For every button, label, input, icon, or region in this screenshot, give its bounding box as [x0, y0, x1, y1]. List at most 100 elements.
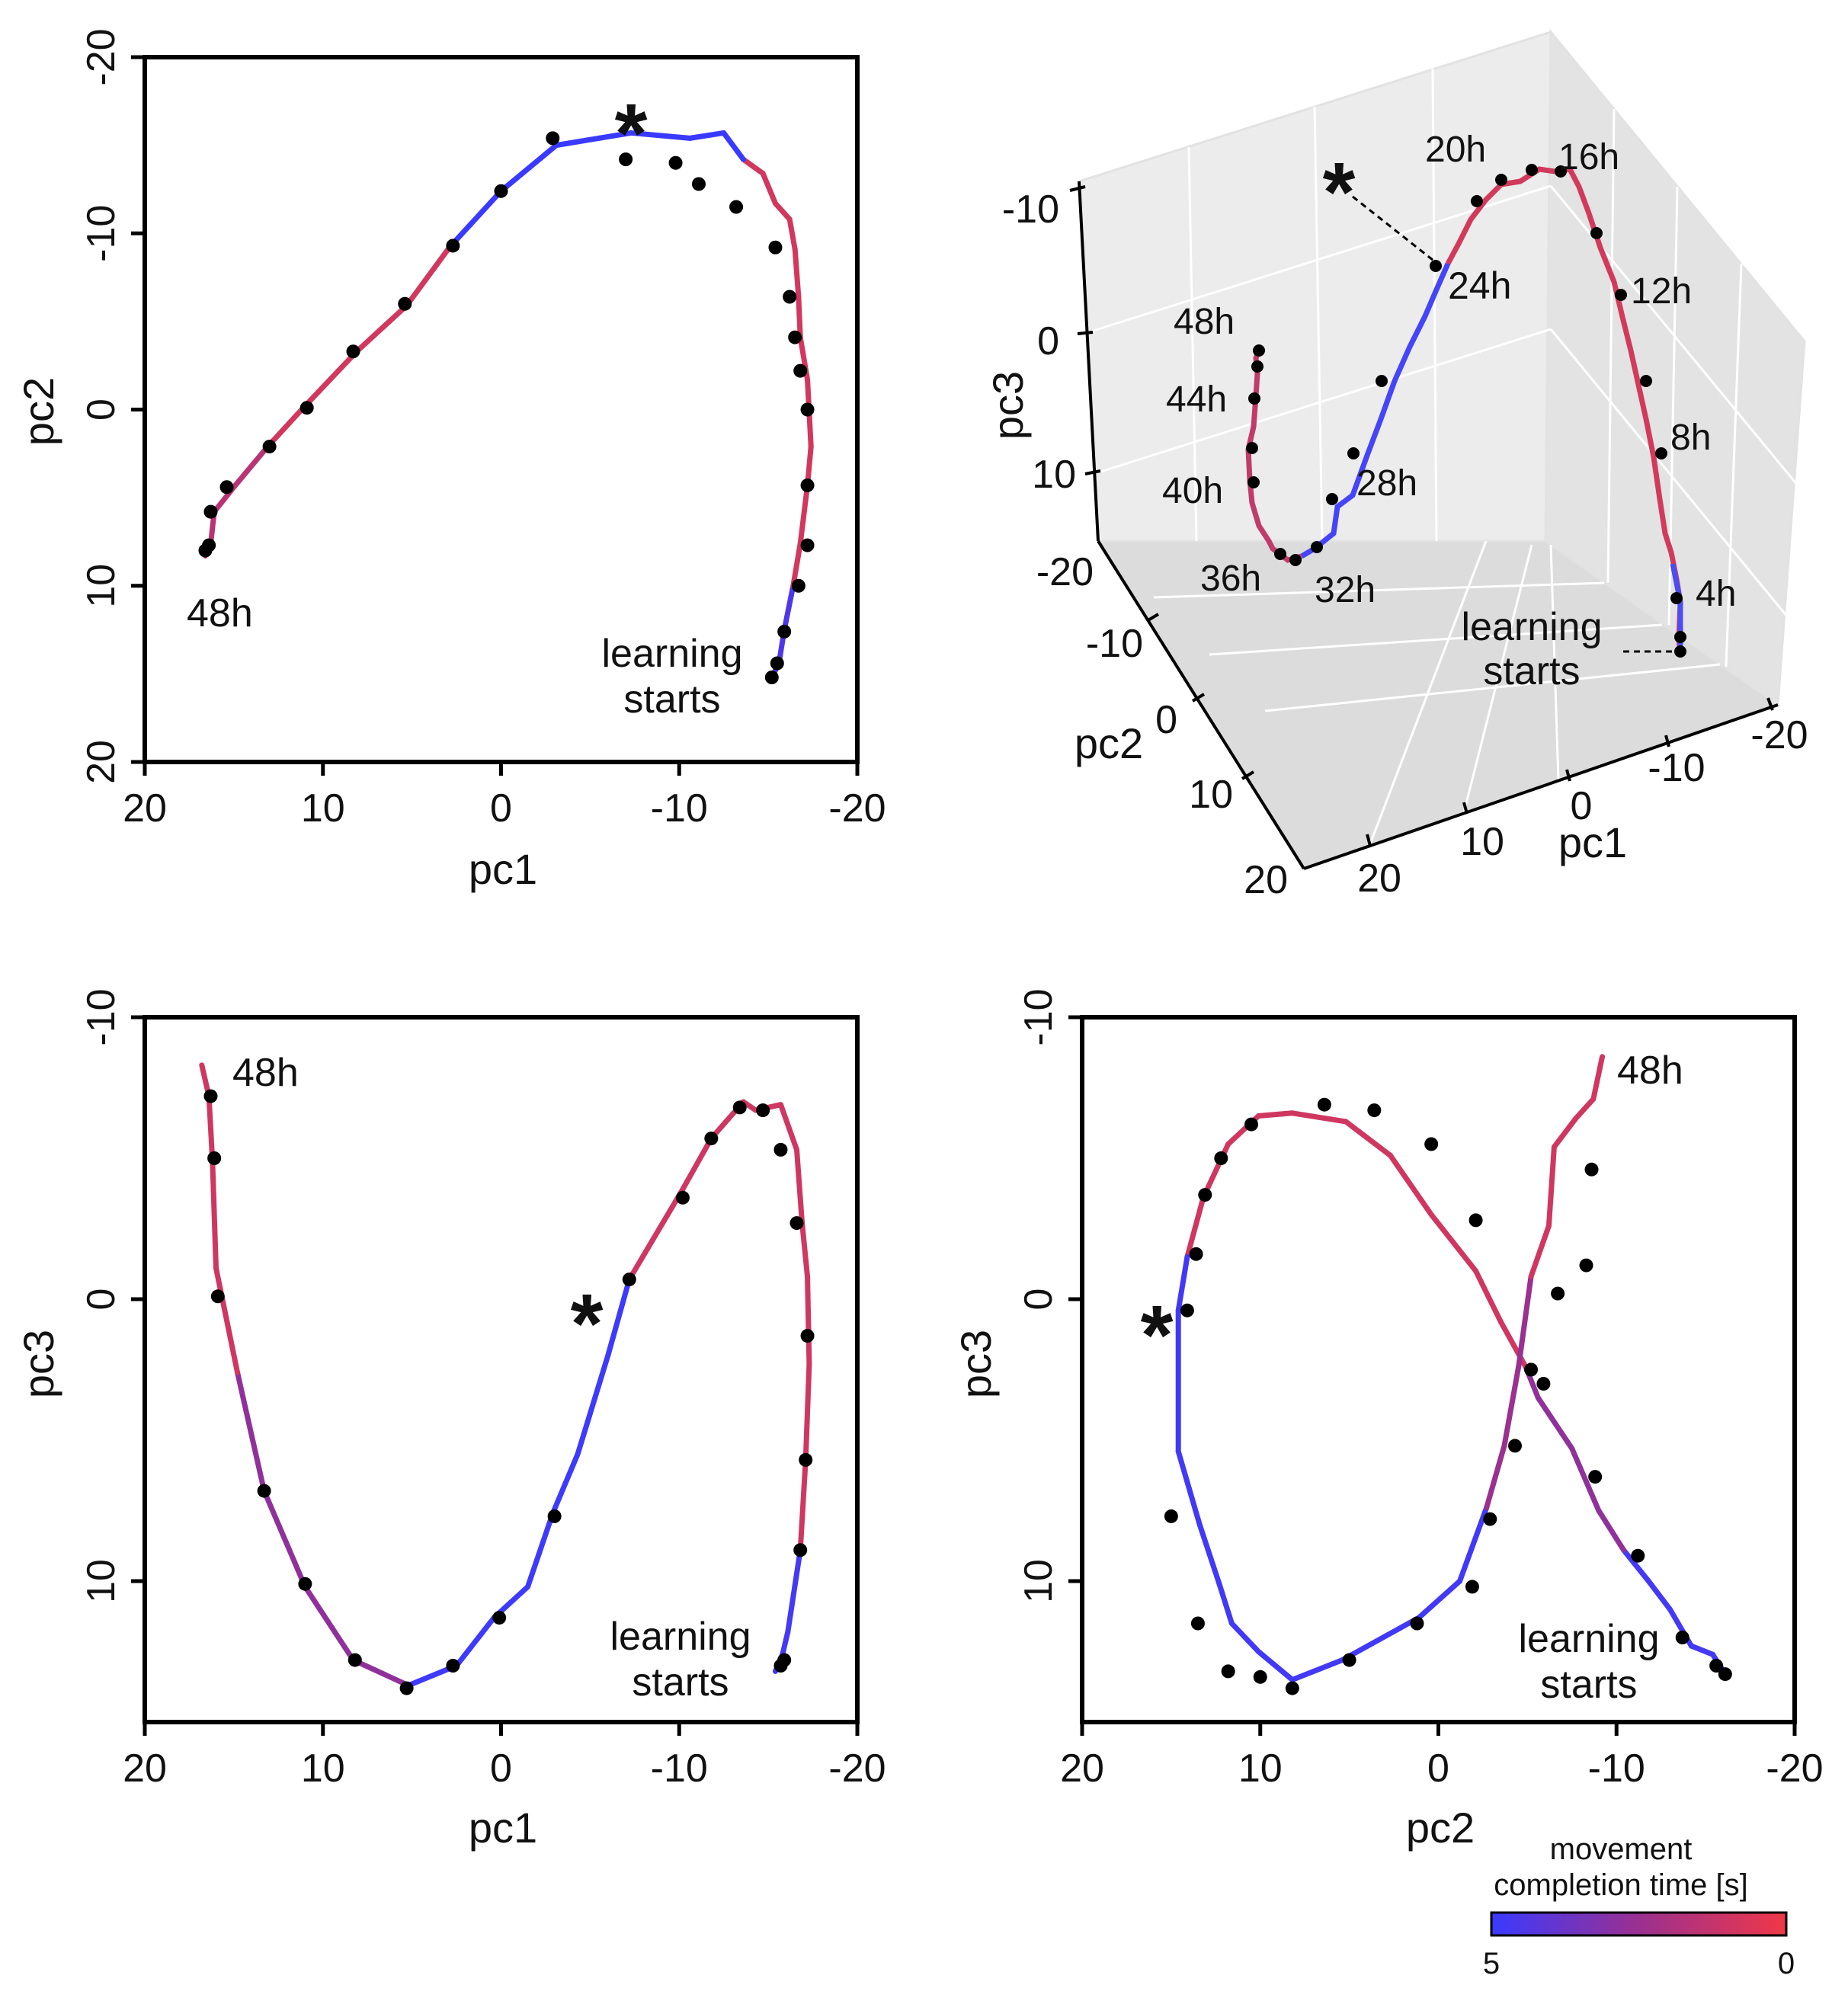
time-dot: [777, 1653, 792, 1667]
time-dot: [800, 538, 815, 552]
svg-text:16h: 16h: [1558, 137, 1619, 178]
time-dot: [1468, 1213, 1483, 1228]
trajectory-segment: [626, 1186, 686, 1282]
svg-text:-20: -20: [1036, 550, 1094, 594]
svg-text:8h: 8h: [1670, 418, 1711, 458]
y-tick-label: -10: [79, 205, 123, 262]
trajectory-segment: [740, 156, 766, 177]
trajectory-segment: [453, 1615, 497, 1669]
trajectory-segment: [806, 410, 814, 450]
y-axis-label: pc3: [952, 1330, 1000, 1398]
trajectory-segment: [1184, 1195, 1206, 1260]
trajectory-segment: [1596, 1508, 1627, 1553]
time-dot: [446, 238, 460, 253]
start-label-3d-line2: starts: [1483, 649, 1580, 693]
colorbar-title-line2: completion time [s]: [1494, 1868, 1747, 1902]
svg-text:0: 0: [1571, 784, 1593, 828]
start-label-line1: learning: [1518, 1617, 1659, 1661]
x-tick-label: 0: [490, 1746, 512, 1791]
svg-text:32h: 32h: [1315, 570, 1376, 610]
svg-text:10: 10: [1189, 773, 1233, 817]
x-tick-label: -20: [828, 786, 886, 831]
time-dot: [675, 1190, 690, 1205]
time-dot: [1214, 1151, 1228, 1165]
trajectory-segment: [1621, 1547, 1651, 1584]
x-tick-label: -10: [1588, 1746, 1645, 1791]
y-axis-ticks: -10 0 10: [1017, 988, 1082, 1603]
y-tick-label: 10: [79, 564, 123, 608]
svg-text:-10: -10: [1002, 187, 1059, 232]
trajectory-segment: [794, 1147, 805, 1226]
time-dot: [399, 1681, 414, 1695]
trajectory-line: [202, 130, 814, 680]
svg-text:0: 0: [1037, 319, 1059, 363]
trajectory-segment: [1343, 1119, 1393, 1158]
time-dot: [1579, 1258, 1593, 1273]
plot-frame: [1080, 1015, 1797, 1724]
trajectory-segment: [447, 188, 504, 251]
z-axis-label: pc3: [984, 371, 1032, 440]
colorbar-gradient: [1490, 1911, 1788, 1937]
time-dot: [1221, 1664, 1235, 1679]
trajectory-segment: [498, 142, 559, 194]
x-tick-label: 10: [301, 1746, 345, 1791]
trajectory-segment: [1484, 1442, 1507, 1511]
y-axis-label: pc3: [14, 1330, 62, 1398]
svg-text:40h: 40h: [1162, 471, 1223, 511]
svg-text:12h: 12h: [1631, 271, 1692, 312]
trajectory-segment: [805, 1273, 812, 1367]
x-axis-label: pc1: [469, 845, 537, 893]
svg-text:20h: 20h: [1425, 130, 1486, 170]
time-dot: [764, 671, 779, 684]
trajectory-segment: [760, 171, 778, 206]
time-dot: [756, 1103, 770, 1118]
svg-text:24h: 24h: [1448, 264, 1511, 307]
trajectory-segment: [1339, 1615, 1422, 1663]
svg-text:10: 10: [1032, 453, 1076, 497]
trajectory-segment: [1572, 1096, 1597, 1122]
time-dot: [1709, 1659, 1724, 1673]
time-dot: [207, 1151, 222, 1165]
y-tick-label: -10: [79, 988, 123, 1045]
y-axis-ticks: -10 0 10: [79, 988, 145, 1603]
x-tick-label: -20: [1766, 1746, 1823, 1791]
time-dots-3d: [1246, 164, 1686, 658]
trajectory-segment: [1196, 1522, 1222, 1587]
trajectory-segment: [553, 130, 634, 149]
trajectory-segment: [1551, 1116, 1578, 1150]
time-dots: [203, 1089, 815, 1695]
time-dot: [793, 363, 808, 378]
svg-text:36h: 36h: [1200, 559, 1261, 599]
trajectory-segment: [1228, 1621, 1261, 1654]
trajectory-segment: [549, 1452, 581, 1516]
time-dot: [298, 1577, 312, 1591]
y-tick-label: 0: [79, 399, 123, 421]
trajectory-segment: [781, 583, 796, 633]
time-dot: [800, 402, 815, 417]
svg-text:10: 10: [1460, 820, 1504, 864]
trajectory-segment: [802, 1361, 812, 1463]
end-label: 48h: [232, 1051, 299, 1095]
x-tick-label: 10: [1238, 1746, 1283, 1791]
trajectory-segment: [1457, 1505, 1490, 1584]
time-dot: [492, 1611, 507, 1625]
time-dot: [691, 177, 706, 191]
time-dot: [732, 1100, 747, 1115]
x-tick-label: 20: [123, 1746, 167, 1791]
time-dot: [788, 330, 802, 344]
time-dot: [783, 290, 797, 304]
time-dot: [1551, 1286, 1565, 1301]
time-dot: [398, 296, 412, 311]
x-tick-label: -10: [651, 786, 708, 831]
star-marker: *: [571, 1277, 604, 1371]
trajectory-segment: [300, 348, 360, 411]
trajectory-line: [199, 1062, 812, 1689]
x-axis-ticks: 20 10 0 -10 -20: [123, 762, 886, 831]
y-tick-label: 0: [79, 1289, 123, 1311]
trajectory-segment: [792, 246, 802, 299]
time-dot: [446, 1659, 460, 1673]
trajectory-segment: [1535, 1395, 1575, 1452]
trajectory-segment: [525, 1510, 556, 1589]
y-tick-labels-3d: -10 0 10 20: [1086, 622, 1288, 902]
